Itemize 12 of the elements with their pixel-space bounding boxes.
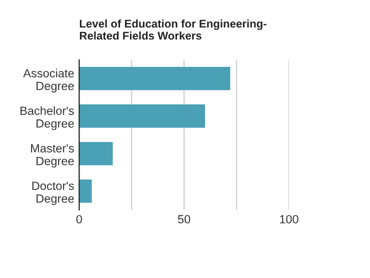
y-tick-label: Master's Degree bbox=[31, 144, 74, 168]
bar bbox=[79, 104, 206, 128]
y-tick-label: Bachelor's Degree bbox=[20, 106, 74, 130]
bar bbox=[79, 179, 92, 203]
bar bbox=[79, 66, 230, 90]
x-tick-label: 100 bbox=[280, 215, 298, 224]
y-tick-label: Doctor's Degree bbox=[32, 182, 74, 206]
x-tick-label: 0 bbox=[76, 215, 82, 224]
bar bbox=[79, 142, 113, 166]
y-tick-label: Associate Degree bbox=[23, 68, 74, 92]
x-tick-label: 50 bbox=[178, 215, 190, 224]
chart-title: Level of Education for Engineering- Related Fields Workers bbox=[80, 19, 266, 40]
